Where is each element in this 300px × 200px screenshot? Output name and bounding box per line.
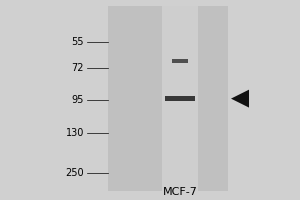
Polygon shape (231, 90, 249, 108)
Bar (172, 59, 188, 63)
Text: 250: 250 (65, 168, 84, 178)
Text: 55: 55 (71, 37, 84, 47)
Bar (165, 96, 195, 101)
Text: 72: 72 (71, 63, 84, 73)
Text: MCF-7: MCF-7 (163, 187, 197, 197)
Bar (108, 6, 228, 191)
Text: 130: 130 (66, 128, 84, 138)
Bar (162, 6, 198, 191)
Text: 95: 95 (72, 95, 84, 105)
